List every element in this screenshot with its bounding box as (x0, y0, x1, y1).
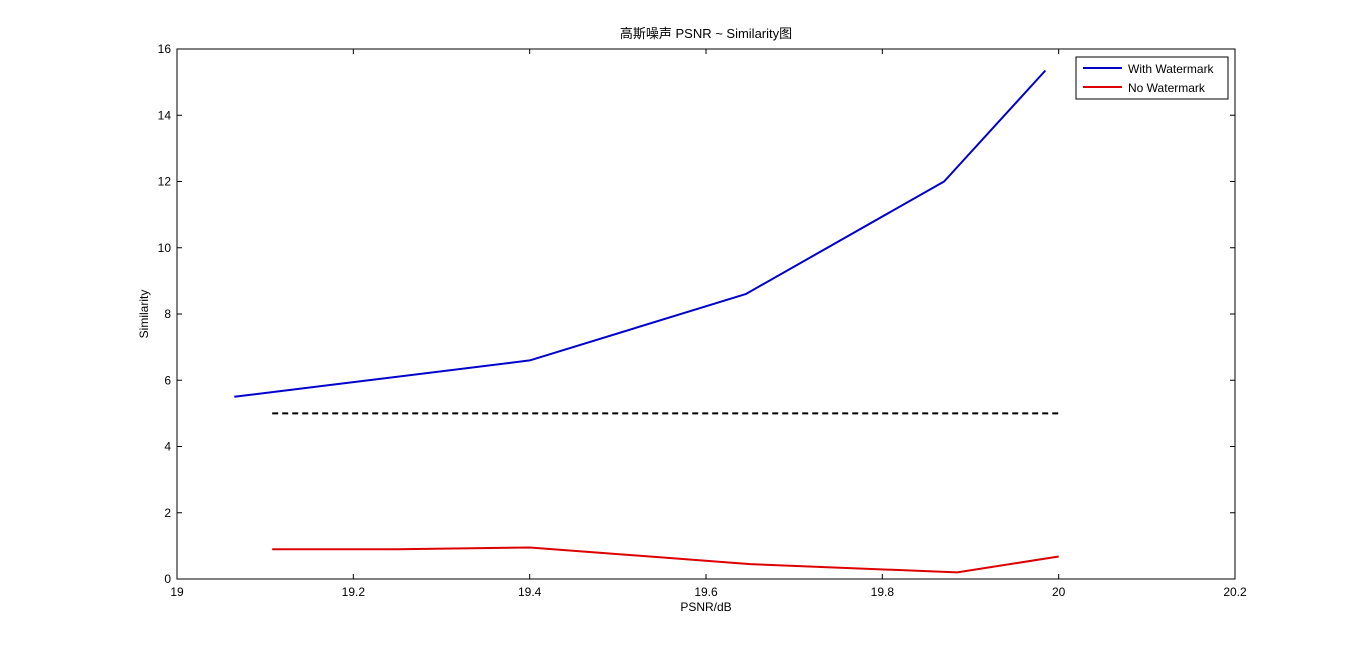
x-tick-label: 19.4 (518, 585, 542, 599)
legend: With Watermark No Watermark (1075, 56, 1229, 100)
series-line-with-watermark (234, 69, 1047, 398)
y-axis-label: Similarity (137, 290, 151, 339)
y-tick-label: 0 (164, 572, 171, 586)
y-tick-label: 8 (164, 307, 171, 321)
plot-area (177, 49, 1235, 579)
y-tick-label: 6 (164, 373, 171, 387)
legend-box (1075, 56, 1229, 100)
chart-title: 高斯噪声 PSNR ~ Similarity图 (620, 26, 792, 41)
y-tick-label: 4 (164, 440, 171, 454)
series-layer (234, 69, 1059, 574)
legend-label-no-watermark: No Watermark (1128, 81, 1206, 95)
x-tick-label: 19.6 (694, 585, 718, 599)
y-tick-label: 16 (158, 42, 172, 56)
series-line-no-watermark (272, 546, 1059, 574)
ticks-layer: 19 19.2 19.4 19.6 19.8 20 20.2 0 2 4 6 8 10 12 14 16 (158, 42, 1247, 599)
y-tick-label: 2 (164, 506, 171, 520)
legend-label-with-watermark: With Watermark (1128, 62, 1215, 76)
y-tick-label: 14 (158, 108, 172, 122)
y-tick-label: 10 (158, 241, 172, 255)
x-tick-label: 19.2 (342, 585, 366, 599)
x-tick-label: 20 (1052, 585, 1066, 599)
x-tick-label: 20.2 (1223, 585, 1247, 599)
x-axis-label: PSNR/dB (680, 600, 731, 614)
x-tick-label: 19.8 (871, 585, 895, 599)
y-tick-label: 12 (158, 175, 172, 189)
x-tick-label: 19 (170, 585, 184, 599)
